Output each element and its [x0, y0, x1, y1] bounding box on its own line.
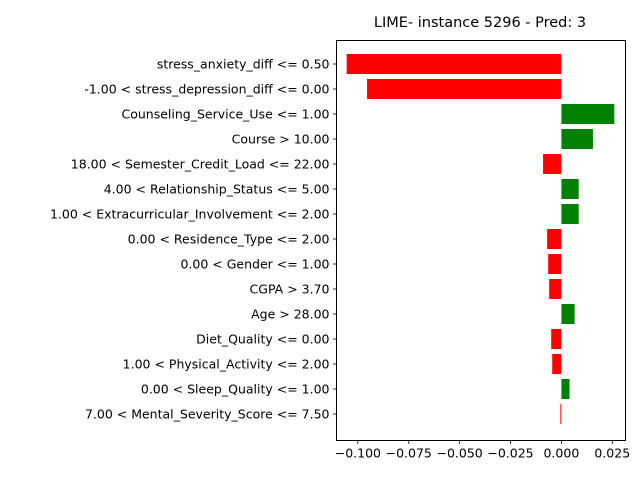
bar	[551, 329, 562, 349]
bar	[346, 54, 562, 74]
bar	[548, 254, 562, 274]
y-tick-label: Age > 28.00	[251, 307, 329, 322]
y-tick-label: 18.00 < Semester_Credit_Load <= 22.00	[71, 157, 330, 172]
plot-frame	[336, 40, 626, 441]
y-tick-label: 0.00 < Residence_Type <= 2.00	[128, 232, 330, 247]
bar	[549, 279, 562, 299]
bar	[561, 379, 570, 399]
bar	[543, 154, 562, 174]
bars-layer	[346, 54, 615, 424]
y-tick-label: 1.00 < Extracurricular_Involvement <= 2.…	[50, 207, 330, 222]
y-tick-label: CGPA > 3.70	[250, 282, 330, 297]
y-tick-labels: stress_anxiety_diff <= 0.50 -1.00 < stres…	[50, 57, 337, 422]
bar	[561, 204, 579, 224]
y-tick-label: 0.00 < Gender <= 1.00	[180, 257, 329, 272]
y-tick-label: Course > 10.00	[232, 132, 330, 147]
bar	[552, 354, 562, 374]
x-tick-label: −0.025	[487, 446, 533, 461]
y-tick-label: 0.00 < Sleep_Quality <= 1.00	[141, 382, 330, 397]
x-axis: −0.100 −0.075 −0.050 −0.025 0.000 0.025	[335, 440, 630, 461]
chart-title: LIME- instance 5296 - Pred: 3	[374, 15, 586, 31]
bar	[560, 404, 562, 424]
y-tick-label: -1.00 < stress_depression_diff <= 0.00	[84, 82, 329, 97]
bar	[561, 304, 575, 324]
x-tick-label: −0.050	[436, 446, 482, 461]
y-tick-label: stress_anxiety_diff <= 0.50	[157, 57, 330, 72]
bar	[561, 179, 579, 199]
bar	[561, 129, 593, 149]
x-tick-label: 0.000	[543, 446, 579, 461]
x-tick-label: −0.075	[386, 446, 432, 461]
y-tick-label: Counseling_Service_Use <= 1.00	[121, 107, 329, 122]
bar	[367, 79, 562, 99]
y-tick-label: Diet_Quality <= 0.00	[196, 332, 329, 347]
y-tick-label: 4.00 < Relationship_Status <= 5.00	[104, 182, 330, 197]
bar	[547, 229, 562, 249]
x-tick-label: 0.025	[594, 446, 630, 461]
y-tick-label: 7.00 < Mental_Severity_Score <= 7.50	[85, 407, 330, 422]
x-tick-label: −0.100	[335, 446, 381, 461]
bar	[561, 104, 615, 124]
y-tick-label: 1.00 < Physical_Activity <= 2.00	[123, 357, 330, 372]
